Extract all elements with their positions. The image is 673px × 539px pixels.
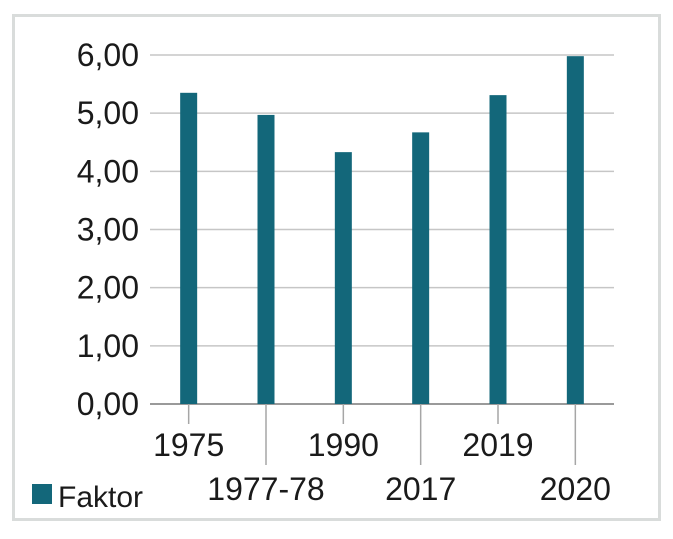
x-tick-label: 1977-78	[207, 471, 324, 507]
y-tick-label: 6,00	[77, 37, 139, 73]
bar	[412, 132, 430, 404]
y-axis-tick-labels: 0,00 1,00 2,00 3,00 4,00 5,00 6,00	[77, 37, 139, 422]
y-tick-label: 5,00	[77, 95, 139, 131]
x-tick-label: 2020	[540, 471, 611, 507]
x-tick-label: 1990	[308, 427, 379, 463]
bar	[180, 92, 198, 404]
y-tick-label: 1,00	[77, 328, 139, 364]
y-tick-label: 4,00	[77, 153, 139, 189]
legend-swatch	[32, 484, 52, 504]
y-tick-label: 3,00	[77, 212, 139, 248]
bars	[180, 56, 584, 405]
x-tick-label: 1975	[153, 427, 224, 463]
y-tick-label: 0,00	[77, 386, 139, 422]
x-tick-label: 2017	[385, 471, 456, 507]
y-tick-label: 2,00	[77, 270, 139, 306]
bar	[489, 95, 507, 404]
x-tick-label: 2019	[462, 427, 533, 463]
bar	[257, 114, 275, 404]
legend-label: Faktor	[58, 481, 143, 514]
gridlines	[150, 54, 614, 405]
bar	[334, 152, 352, 404]
legend: Faktor	[32, 481, 143, 514]
bar	[566, 56, 584, 405]
